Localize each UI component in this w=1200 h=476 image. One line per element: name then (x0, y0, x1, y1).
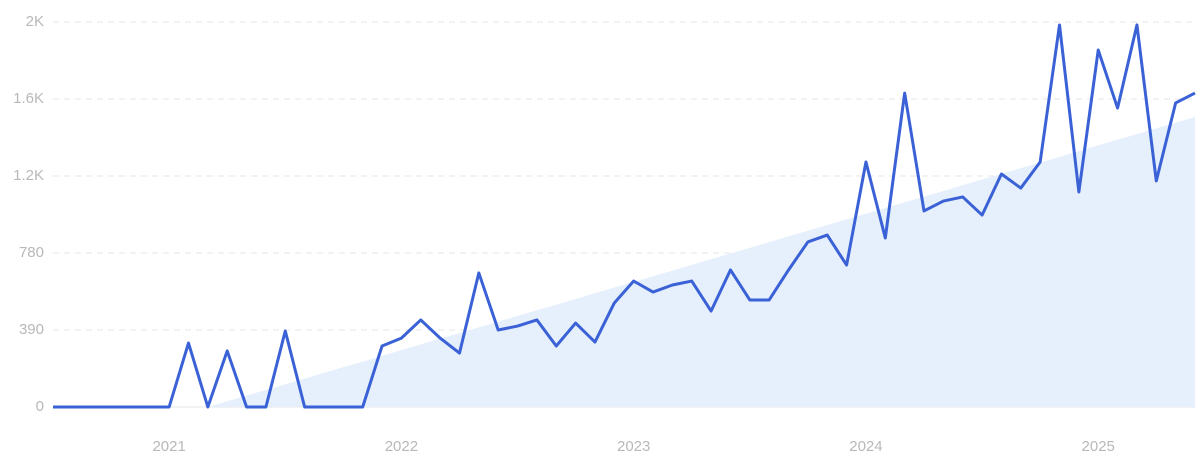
x-tick-label: 2025 (1082, 438, 1115, 455)
x-tick-label: 2021 (152, 438, 185, 455)
y-tick-label: 390 (19, 321, 44, 338)
y-tick-label: 0 (36, 398, 44, 415)
y-tick-label: 1.2K (13, 167, 44, 184)
y-tick-label: 780 (19, 244, 44, 261)
line (53, 23, 1196, 409)
y-tick-label: 2K (26, 13, 44, 30)
x-tick-label: 2022 (385, 438, 418, 455)
x-tick-label: 2024 (849, 438, 882, 455)
x-tick-label: 2023 (617, 438, 650, 455)
y-tick-label: 1.6K (13, 90, 44, 107)
trend-area (207, 116, 1195, 407)
